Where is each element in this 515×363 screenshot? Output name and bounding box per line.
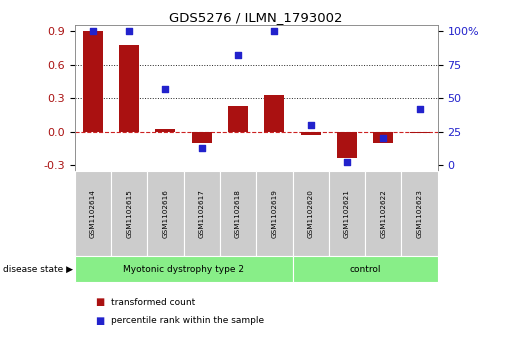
Text: GSM1102614: GSM1102614	[90, 189, 96, 238]
Bar	[301, 131, 321, 135]
Bar	[337, 131, 357, 158]
Text: GSM1102623: GSM1102623	[417, 189, 423, 238]
Bar	[228, 106, 248, 131]
Text: transformed count: transformed count	[111, 298, 195, 307]
Bar	[119, 45, 139, 131]
Text: percentile rank within the sample: percentile rank within the sample	[111, 316, 264, 325]
Bar	[409, 131, 430, 132]
Text: GSM1102621: GSM1102621	[344, 189, 350, 238]
Text: GSM1102617: GSM1102617	[199, 189, 205, 238]
Point	[343, 159, 351, 165]
Text: GSM1102620: GSM1102620	[307, 189, 314, 238]
Point	[270, 28, 279, 34]
Point	[416, 106, 424, 112]
Text: control: control	[349, 265, 381, 274]
Bar	[192, 131, 212, 143]
Text: disease state ▶: disease state ▶	[3, 265, 73, 274]
Point	[161, 86, 169, 91]
Title: GDS5276 / ILMN_1793002: GDS5276 / ILMN_1793002	[169, 11, 343, 24]
Text: Myotonic dystrophy type 2: Myotonic dystrophy type 2	[123, 265, 244, 274]
Text: ■: ■	[95, 315, 105, 326]
Point	[89, 28, 97, 34]
Bar	[156, 129, 176, 131]
Point	[306, 122, 315, 128]
Text: GSM1102618: GSM1102618	[235, 189, 241, 238]
Bar	[264, 95, 284, 131]
Point	[198, 145, 206, 151]
Bar	[373, 131, 393, 143]
Text: GSM1102616: GSM1102616	[162, 189, 168, 238]
Point	[379, 135, 387, 141]
Text: GSM1102622: GSM1102622	[380, 189, 386, 238]
Bar	[83, 31, 103, 131]
Point	[234, 52, 242, 58]
Text: GSM1102615: GSM1102615	[126, 189, 132, 238]
Text: ■: ■	[95, 297, 105, 307]
Text: GSM1102619: GSM1102619	[271, 189, 278, 238]
Point	[125, 28, 133, 34]
